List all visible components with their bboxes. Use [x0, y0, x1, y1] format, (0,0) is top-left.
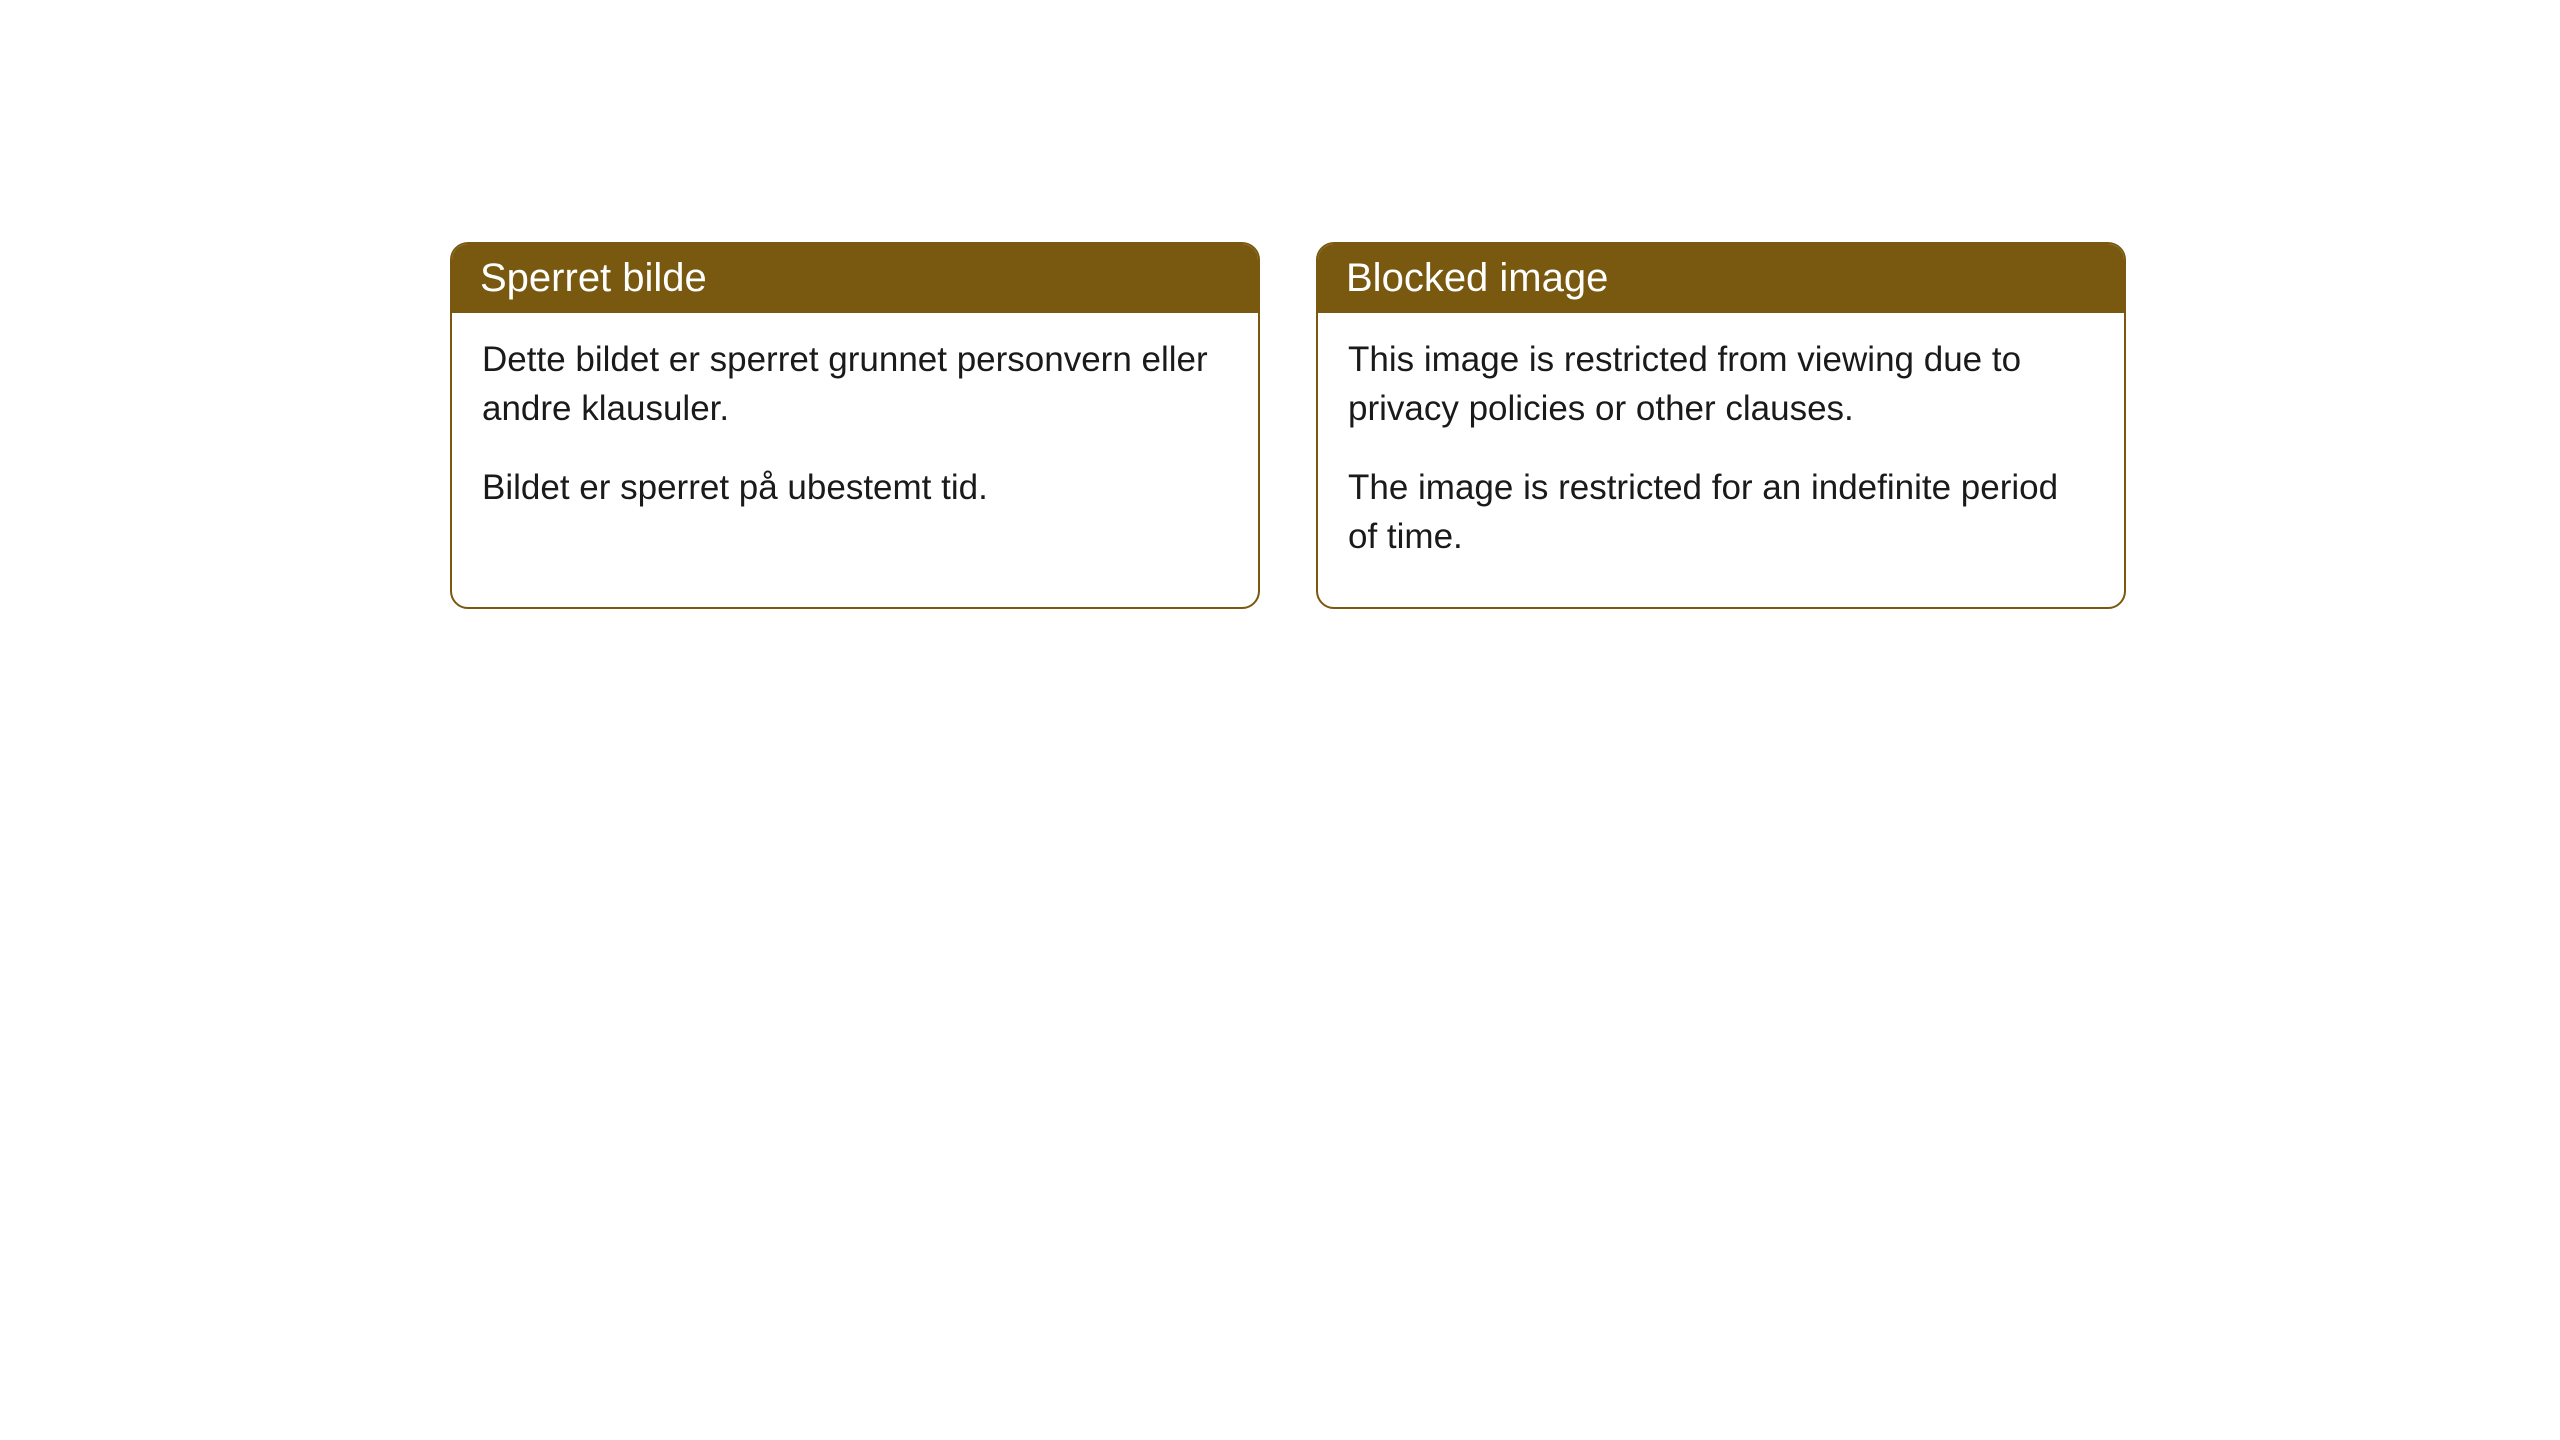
card-paragraph: The image is restricted for an indefinit… — [1348, 463, 2094, 561]
card-body-norwegian: Dette bildet er sperret grunnet personve… — [452, 313, 1258, 558]
card-paragraph: This image is restricted from viewing du… — [1348, 335, 2094, 433]
notice-cards-container: Sperret bilde Dette bildet er sperret gr… — [450, 242, 2126, 609]
notice-card-norwegian: Sperret bilde Dette bildet er sperret gr… — [450, 242, 1260, 609]
card-paragraph: Dette bildet er sperret grunnet personve… — [482, 335, 1228, 433]
card-title: Sperret bilde — [480, 256, 707, 300]
card-header-english: Blocked image — [1318, 244, 2124, 313]
card-title: Blocked image — [1346, 256, 1608, 300]
card-paragraph: Bildet er sperret på ubestemt tid. — [482, 463, 1228, 512]
card-body-english: This image is restricted from viewing du… — [1318, 313, 2124, 607]
notice-card-english: Blocked image This image is restricted f… — [1316, 242, 2126, 609]
card-header-norwegian: Sperret bilde — [452, 244, 1258, 313]
